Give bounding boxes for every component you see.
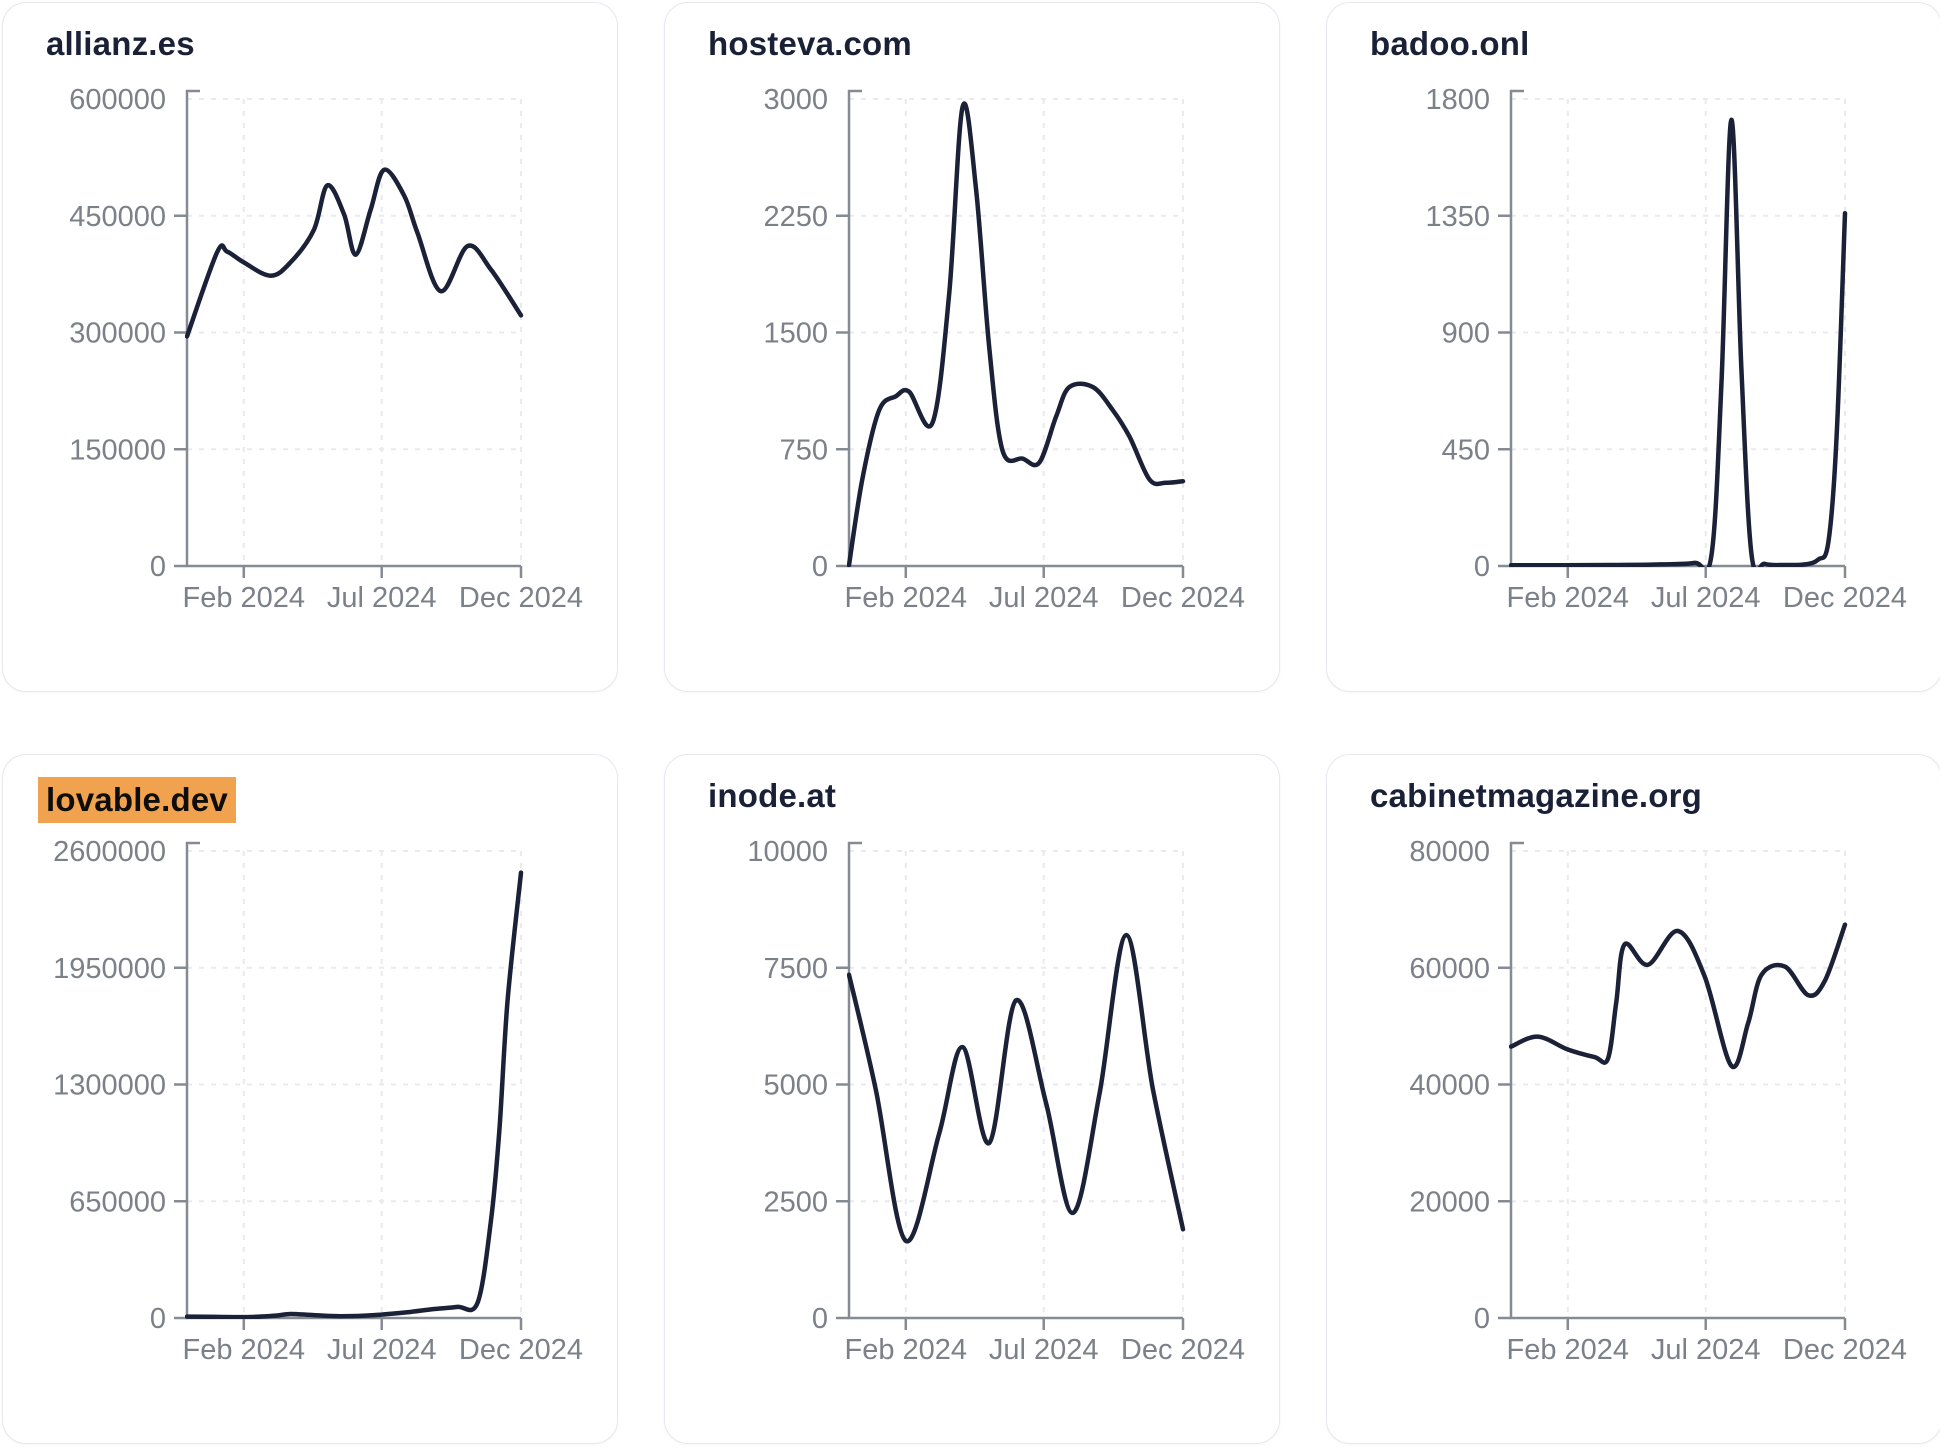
chart-title-row: badoo.onl <box>1327 25 1940 63</box>
line-chart: 600000 450000 300000 150000 0 Feb 2024 Jul 202… <box>69 84 583 614</box>
svg-text:0: 0 <box>1474 1303 1490 1335</box>
svg-text:60000: 60000 <box>1409 953 1490 985</box>
chart-title-row: inode.at <box>665 777 1279 815</box>
svg-text:80000: 80000 <box>1409 836 1490 868</box>
svg-text:3000: 3000 <box>763 84 828 116</box>
svg-text:0: 0 <box>150 551 166 583</box>
svg-text:10000: 10000 <box>747 836 828 868</box>
chart-title: hosteva.com <box>708 25 912 62</box>
chart-title-highlighted: lovable.dev <box>38 777 236 823</box>
svg-text:Dec 2024: Dec 2024 <box>1121 582 1245 614</box>
svg-text:Feb 2024: Feb 2024 <box>1507 1334 1630 1366</box>
svg-text:20000: 20000 <box>1409 1186 1490 1218</box>
line-chart: 1800 1350 900 450 0 Feb 2024 Jul 2024 Dec 2024 <box>1425 84 1907 614</box>
chart-title: badoo.onl <box>1370 25 1530 62</box>
svg-text:1350: 1350 <box>1425 201 1490 233</box>
svg-text:Feb 2024: Feb 2024 <box>1507 582 1630 614</box>
svg-text:Dec 2024: Dec 2024 <box>1121 1334 1245 1366</box>
chart-title-row: cabinetmagazine.org <box>1327 777 1940 815</box>
svg-text:0: 0 <box>1474 551 1490 583</box>
svg-text:Feb 2024: Feb 2024 <box>845 582 968 614</box>
chart-card: badoo.onl 1800 1350 900 450 0 Feb 2024 Jul 202… <box>1326 2 1940 692</box>
svg-text:Jul 2024: Jul 2024 <box>327 582 437 614</box>
line-chart: 10000 7500 5000 2500 0 Feb 2024 Jul 2024 Dec 20… <box>747 836 1245 1366</box>
svg-text:150000: 150000 <box>69 434 166 466</box>
svg-text:1300000: 1300000 <box>53 1070 166 1102</box>
chart-card: inode.at 10000 7500 5000 2500 0 Feb 2024 Jul 2… <box>664 754 1280 1444</box>
svg-text:450000: 450000 <box>69 201 166 233</box>
svg-text:Jul 2024: Jul 2024 <box>1651 582 1761 614</box>
svg-text:2600000: 2600000 <box>53 836 166 868</box>
svg-text:900: 900 <box>1442 318 1490 350</box>
svg-text:0: 0 <box>812 1303 828 1335</box>
svg-text:Jul 2024: Jul 2024 <box>1651 1334 1761 1366</box>
svg-text:5000: 5000 <box>763 1070 828 1102</box>
svg-text:7500: 7500 <box>763 953 828 985</box>
svg-text:Dec 2024: Dec 2024 <box>459 582 583 614</box>
svg-text:Feb 2024: Feb 2024 <box>845 1334 968 1366</box>
svg-text:Jul 2024: Jul 2024 <box>327 1334 437 1366</box>
svg-text:1800: 1800 <box>1425 84 1490 116</box>
svg-text:0: 0 <box>812 551 828 583</box>
svg-text:Jul 2024: Jul 2024 <box>989 582 1099 614</box>
chart-title-row: allianz.es <box>3 25 617 63</box>
line-chart: 2600000 1950000 1300000 650000 0 Feb 2024 Jul … <box>53 836 583 1366</box>
svg-text:2500: 2500 <box>763 1186 828 1218</box>
chart-card: hosteva.com 3000 2250 1500 750 0 Feb 2024 Jul … <box>664 2 1280 692</box>
svg-text:Jul 2024: Jul 2024 <box>989 1334 1099 1366</box>
svg-text:Dec 2024: Dec 2024 <box>1783 582 1907 614</box>
svg-text:Feb 2024: Feb 2024 <box>183 582 306 614</box>
svg-text:600000: 600000 <box>69 84 166 116</box>
chart-card: cabinetmagazine.org 80000 60000 40000 20000… <box>1326 754 1940 1444</box>
svg-text:Dec 2024: Dec 2024 <box>459 1334 583 1366</box>
svg-text:1950000: 1950000 <box>53 953 166 985</box>
line-chart: 3000 2250 1500 750 0 Feb 2024 Jul 2024 Dec 2024 <box>763 84 1245 614</box>
svg-text:750: 750 <box>780 434 828 466</box>
svg-text:0: 0 <box>150 1303 166 1335</box>
svg-text:2250: 2250 <box>763 201 828 233</box>
chart-title-row: hosteva.com <box>665 25 1279 63</box>
chart-title: cabinetmagazine.org <box>1370 777 1703 814</box>
svg-text:300000: 300000 <box>69 318 166 350</box>
chart-card: allianz.es 600000 450000 300000 150000 0 Feb … <box>2 2 618 692</box>
chart-card: lovable.dev 2600000 1950000 1300000 650000 0… <box>2 754 618 1444</box>
svg-text:450: 450 <box>1442 434 1490 466</box>
line-chart: 80000 60000 40000 20000 0 Feb 2024 Jul 2024 Dec… <box>1409 836 1907 1366</box>
svg-text:Dec 2024: Dec 2024 <box>1783 1334 1907 1366</box>
chart-title: allianz.es <box>46 25 195 62</box>
svg-text:1500: 1500 <box>763 318 828 350</box>
svg-text:650000: 650000 <box>69 1186 166 1218</box>
svg-text:40000: 40000 <box>1409 1070 1490 1102</box>
svg-text:Feb 2024: Feb 2024 <box>183 1334 306 1366</box>
chart-title: inode.at <box>708 777 837 814</box>
chart-title-row: lovable.dev <box>3 777 617 823</box>
